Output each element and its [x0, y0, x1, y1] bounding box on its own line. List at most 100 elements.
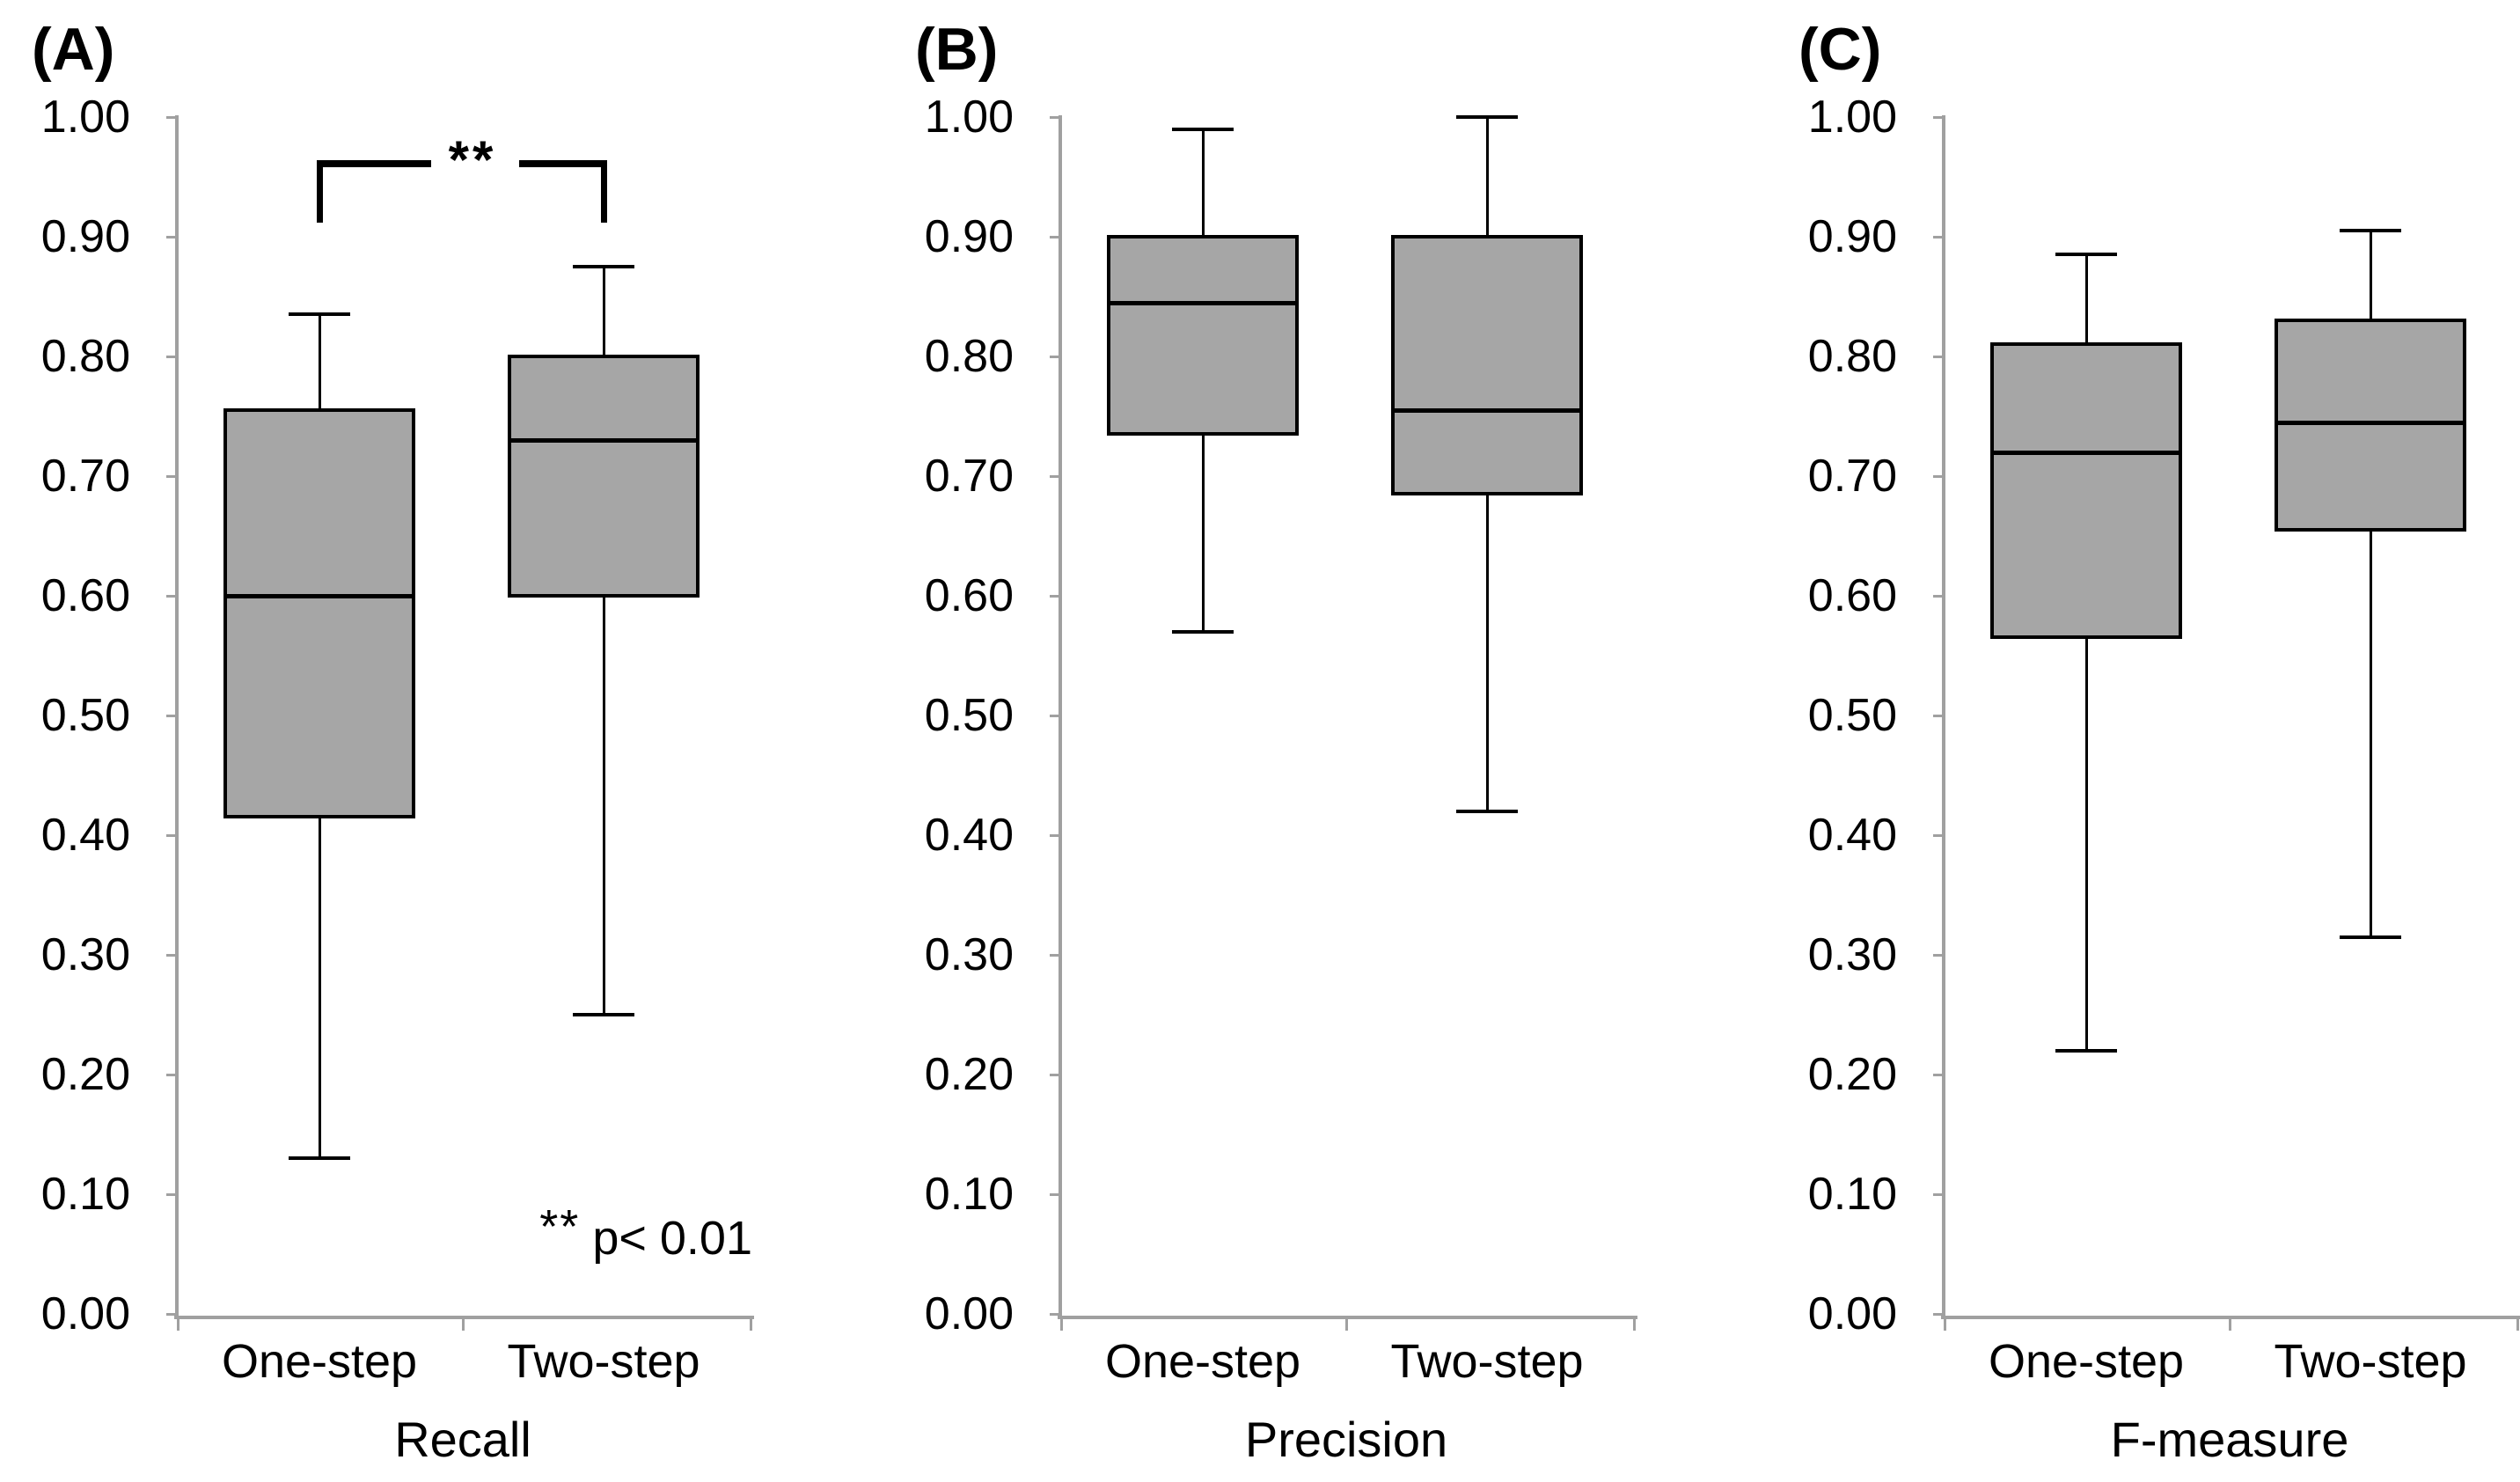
- y-axis-tick: [166, 1313, 178, 1316]
- x-axis-line: [1058, 1316, 1637, 1319]
- median-line-one-step: [1110, 301, 1295, 305]
- y-axis-line: [1059, 115, 1062, 1319]
- whisker-cap-bottom-one-step: [289, 1156, 350, 1160]
- y-axis-tick: [1933, 1193, 1945, 1196]
- box-one-step: [1107, 235, 1299, 436]
- box-one-step: [223, 408, 415, 818]
- x-axis-tick: [1633, 1319, 1636, 1331]
- significance-bracket-left-vertical: [317, 160, 323, 223]
- y-axis-tick: [1933, 954, 1945, 957]
- y-axis-tick: [1933, 715, 1945, 717]
- y-axis-tick: [1050, 595, 1061, 598]
- y-axis-tick: [166, 834, 178, 837]
- significance-bracket-bar-right: [519, 160, 607, 167]
- y-axis-tick-label: 0.50: [924, 690, 1014, 741]
- x-category-label-two-step: Two-step: [1390, 1335, 1584, 1388]
- y-axis-tick: [1050, 1313, 1061, 1316]
- y-axis-tick-label: 0.20: [1807, 1049, 1897, 1100]
- y-axis-tick: [166, 356, 178, 358]
- x-axis-tick: [2516, 1319, 2519, 1331]
- x-category-label-one-step: One-step: [1104, 1335, 1301, 1388]
- y-axis-tick-label: 0.50: [1807, 690, 1897, 741]
- y-axis-tick: [1933, 116, 1945, 119]
- x-axis-tick: [1345, 1319, 1348, 1331]
- y-axis-tick-label: 0.70: [40, 451, 130, 502]
- y-axis-tick-label: 1.00: [924, 92, 1014, 143]
- x-axis-tick: [462, 1319, 465, 1331]
- y-axis-tick: [1933, 595, 1945, 598]
- whisker-cap-top-one-step: [2055, 253, 2117, 256]
- whisker-line-two-step: [2370, 231, 2372, 936]
- significance-bracket-bar-left: [317, 160, 431, 167]
- whisker-cap-bottom-two-step: [573, 1013, 634, 1016]
- whisker-cap-top-two-step: [1456, 115, 1518, 119]
- y-axis-tick-label: 0.20: [924, 1049, 1014, 1100]
- y-axis-tick: [1050, 1074, 1061, 1076]
- y-axis-tick: [1050, 236, 1061, 238]
- y-axis-tick-label: 0.10: [1807, 1169, 1897, 1220]
- y-axis-tick-label: 0.30: [924, 929, 1014, 980]
- significance-note-text: p< 0.01: [592, 1212, 752, 1265]
- whisker-line-two-step: [603, 267, 605, 1015]
- x-axis-tick: [177, 1319, 179, 1331]
- y-axis-tick-label: 0.70: [1807, 451, 1897, 502]
- y-axis-tick-label: 0.90: [924, 211, 1014, 262]
- y-axis-tick-label: 0.20: [40, 1049, 130, 1100]
- y-axis-tick: [166, 1074, 178, 1076]
- median-line-two-step: [2278, 421, 2463, 425]
- box-two-step: [508, 355, 700, 598]
- panel-title: F-measure: [2110, 1412, 2349, 1467]
- x-axis-tick: [1944, 1319, 1946, 1331]
- y-axis-tick: [166, 595, 178, 598]
- y-axis-tick: [166, 1193, 178, 1196]
- y-axis-tick: [1933, 1313, 1945, 1316]
- panel-letter: (C): [1798, 16, 1882, 83]
- significance-stars: **: [448, 130, 497, 189]
- y-axis-line: [175, 115, 179, 1319]
- y-axis-tick: [1050, 1193, 1061, 1196]
- median-line-one-step: [227, 594, 412, 598]
- box-two-step: [1391, 235, 1583, 495]
- y-axis-tick-label: 0.50: [40, 690, 130, 741]
- median-line-two-step: [511, 438, 696, 443]
- y-axis-tick-label: 0.70: [924, 451, 1014, 502]
- y-axis-tick-label: 0.00: [1807, 1288, 1897, 1339]
- y-axis-tick: [1050, 356, 1061, 358]
- box-two-step: [2275, 319, 2466, 532]
- x-axis-line: [174, 1316, 754, 1319]
- y-axis-tick-label: 0.10: [40, 1169, 130, 1220]
- whisker-cap-bottom-one-step: [2055, 1049, 2117, 1053]
- x-category-label-two-step: Two-step: [2274, 1335, 2467, 1388]
- y-axis-tick: [1050, 834, 1061, 837]
- y-axis-tick: [1933, 834, 1945, 837]
- y-axis-tick: [1050, 116, 1061, 119]
- y-axis-tick: [166, 475, 178, 478]
- y-axis-tick-label: 1.00: [40, 92, 130, 143]
- x-axis-tick: [2229, 1319, 2231, 1331]
- median-line-two-step: [1395, 408, 1579, 413]
- y-axis-tick-label: 0.00: [924, 1288, 1014, 1339]
- x-category-label-two-step: Two-step: [507, 1335, 700, 1388]
- panel-title: Precision: [1244, 1412, 1448, 1467]
- y-axis-tick-label: 0.30: [1807, 929, 1897, 980]
- median-line-one-step: [1994, 451, 2179, 455]
- y-axis-tick-label: 0.60: [1807, 570, 1897, 621]
- y-axis-tick-label: 0.60: [924, 570, 1014, 621]
- y-axis-tick-label: 1.00: [1807, 92, 1897, 143]
- y-axis-tick-label: 0.80: [924, 331, 1014, 382]
- y-axis-tick: [1050, 954, 1061, 957]
- whisker-line-one-step: [2085, 254, 2088, 1050]
- panel-letter: (B): [915, 16, 999, 83]
- y-axis-line: [1942, 115, 1945, 1319]
- significance-note: ** p< 0.01: [488, 1203, 752, 1265]
- y-axis-tick: [166, 954, 178, 957]
- y-axis-tick-label: 0.80: [1807, 331, 1897, 382]
- panel-title: Recall: [394, 1412, 531, 1467]
- whisker-cap-top-two-step: [2340, 229, 2401, 232]
- y-axis-tick: [1933, 1074, 1945, 1076]
- x-category-label-one-step: One-step: [1988, 1335, 2185, 1388]
- whisker-cap-top-two-step: [573, 265, 634, 268]
- y-axis-tick: [1933, 475, 1945, 478]
- y-axis-tick-label: 0.10: [924, 1169, 1014, 1220]
